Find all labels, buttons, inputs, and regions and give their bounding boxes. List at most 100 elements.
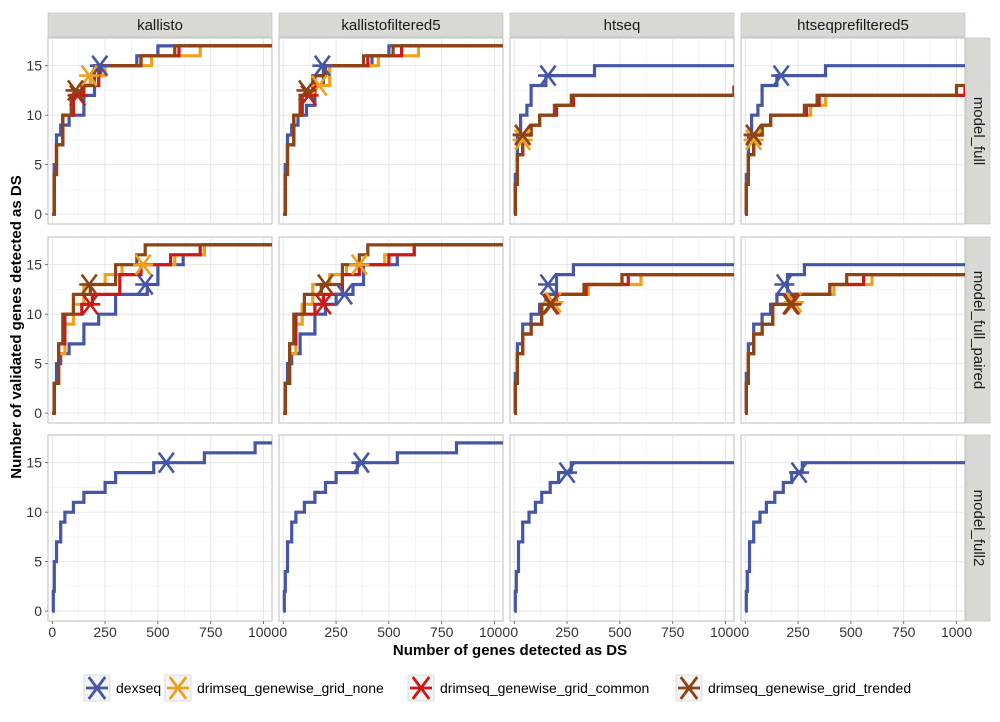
series-marker-dexseq	[351, 451, 372, 474]
x-tick-label: 250	[93, 624, 117, 640]
series-marker-drimseq_genewise_grid_none	[743, 129, 764, 151]
series-line-drimseq_genewise_grid_trended	[744, 83, 965, 216]
legend-marker-dexseq	[86, 676, 108, 700]
x-tick-label: 0	[510, 624, 518, 640]
legend-item: drimseq_genewise_grid_trended	[675, 674, 911, 702]
panel-background	[509, 37, 735, 225]
y-tick-label: 5	[34, 554, 42, 570]
panel	[278, 434, 504, 622]
legend-label: dexseq	[116, 680, 161, 696]
x-tick-label: 0	[741, 624, 749, 640]
series-marker-drimseq_genewise_grid_trended	[79, 273, 100, 296]
x-axis-title: Number of genes detected as DS	[393, 642, 627, 659]
panel-background	[278, 434, 504, 622]
series-line-drimseq_genewise_grid_trended	[744, 273, 965, 415]
series-marker-dexseq	[135, 273, 156, 296]
legend-item: dexseq	[83, 674, 161, 702]
panel	[740, 37, 966, 225]
series-marker-drimseq_genewise_grid_none	[309, 74, 330, 97]
x-tick-label: 500	[608, 624, 632, 640]
panel-background	[740, 236, 966, 424]
series-marker-drimseq_genewise_grid_none	[133, 253, 154, 276]
panel	[47, 434, 273, 622]
x-tick-label: 250	[324, 624, 348, 640]
column-strip-label: kallistofiltered5	[341, 17, 440, 34]
x-tick-label: 250	[786, 624, 810, 640]
panel	[740, 236, 966, 424]
series-marker-drimseq_genewise_grid_common	[313, 293, 334, 316]
y-tick-label: 5	[34, 356, 42, 372]
series-marker-dexseq	[538, 64, 559, 87]
column-strip	[509, 12, 735, 38]
legend-item: drimseq_genewise_grid_common	[407, 674, 649, 702]
y-tick-label: 5	[34, 157, 42, 173]
legend-item: drimseq_genewise_grid_none	[164, 674, 384, 702]
row-strip	[965, 37, 991, 225]
column-strip-label: htseq	[604, 17, 641, 34]
x-tick-label: 0	[48, 624, 56, 640]
legend-marker-drimseq_genewise_grid_none	[167, 676, 189, 700]
series-marker-drimseq_genewise_grid_common	[80, 293, 101, 316]
x-tick-label: 0	[279, 624, 287, 640]
series-marker-dexseq	[771, 64, 792, 87]
legend-marker-drimseq_genewise_grid_common	[410, 676, 432, 700]
row-strip	[965, 236, 991, 424]
legend: dexseq drimseq_genewise_grid_none drimseq_…	[83, 674, 911, 702]
x-tick-label: 500	[146, 624, 170, 640]
row-strip-label: model_full	[970, 97, 987, 165]
series-marker-dexseq	[334, 283, 355, 306]
panels-layer: kallisto kallistofiltered5 htseq htseqprefi…	[26, 12, 991, 640]
panel-series-group	[513, 263, 734, 415]
y-tick-label: 15	[26, 257, 42, 273]
panel-series-group	[513, 64, 734, 216]
series-marker-dexseq	[557, 461, 578, 484]
series-line-drimseq_genewise_grid_trended	[513, 273, 734, 415]
y-tick-label: 0	[34, 603, 42, 619]
series-marker-drimseq_genewise_grid_none	[349, 253, 370, 276]
column-strip	[278, 12, 504, 38]
x-tick-label: 750	[661, 624, 685, 640]
series-marker-drimseq_genewise_grid_trended	[315, 273, 336, 296]
series-line-dexseq	[513, 461, 734, 613]
row-strip-label: model_full2	[970, 490, 987, 567]
y-tick-label: 15	[26, 455, 42, 471]
x-tick-label: 1000	[248, 624, 279, 640]
legend-label: drimseq_genewise_grid_common	[440, 680, 649, 696]
panel-series-group	[744, 64, 965, 216]
panel-background	[509, 236, 735, 424]
series-line-dexseq	[51, 441, 272, 613]
panel-background	[278, 37, 504, 225]
x-tick-label: 1000	[710, 624, 741, 640]
series-marker-dexseq	[312, 54, 333, 77]
x-tick-label: 500	[377, 624, 401, 640]
x-tick-label: 1000	[479, 624, 510, 640]
series-marker-dexseq	[538, 273, 559, 296]
y-tick-label: 0	[34, 206, 42, 222]
series-marker-dexseq	[156, 451, 177, 474]
panel-series-group	[282, 441, 503, 613]
series-marker-drimseq_genewise_grid_trended	[743, 124, 764, 146]
panel-background	[740, 434, 966, 622]
panel-series-group	[744, 461, 965, 613]
panel-series-group	[51, 441, 272, 613]
series-marker-drimseq_genewise_grid_none	[512, 129, 533, 151]
series-marker-drimseq_genewise_grid_trended	[65, 79, 86, 102]
series-marker-drimseq_genewise_grid_trended	[512, 124, 533, 146]
y-tick-label: 10	[26, 504, 42, 520]
y-tick-label: 10	[26, 107, 42, 123]
panel	[509, 434, 735, 622]
y-tick-label: 0	[34, 405, 42, 421]
panel	[740, 434, 966, 622]
series-marker-drimseq_genewise_grid_trended	[296, 79, 317, 102]
panel	[509, 236, 735, 424]
series-line-drimseq_genewise_grid_trended	[283, 243, 503, 415]
series-marker-drimseq_genewise_grid_trended	[540, 293, 561, 316]
x-tick-label: 1000	[941, 624, 972, 640]
series-marker-dexseq	[774, 273, 795, 296]
series-line-dexseq	[282, 441, 503, 613]
column-strip	[47, 12, 273, 38]
series-marker-drimseq_genewise_grid_trended	[780, 293, 801, 316]
panel-background	[47, 434, 273, 622]
column-strip-label: kallisto	[137, 17, 183, 34]
